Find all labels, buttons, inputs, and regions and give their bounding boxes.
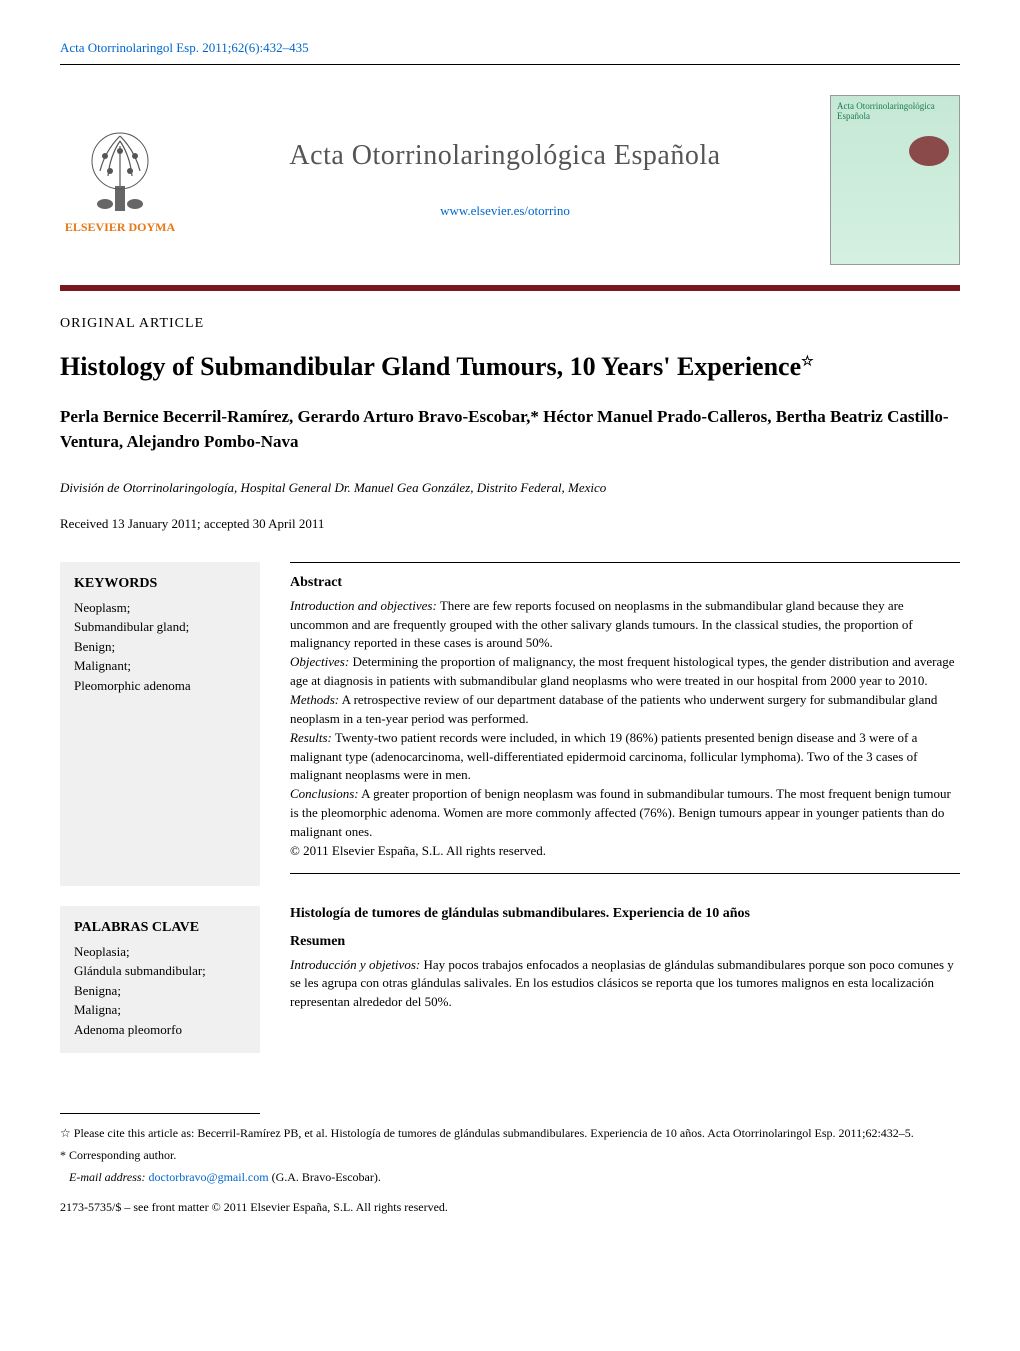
keywords-list-en: Neoplasm; Submandibular gland; Benign; M… xyxy=(74,598,246,696)
keywords-box-en: KEYWORDS Neoplasm; Submandibular gland; … xyxy=(60,562,260,886)
affiliation: División de Otorrinolaringología, Hospit… xyxy=(60,480,960,496)
abstract-content-en: Abstract Introduction and objectives: Th… xyxy=(290,562,960,886)
journal-title: Acta Otorrinolaringológica Española xyxy=(180,140,830,172)
results-text: Twenty-two patient records were included… xyxy=(290,730,917,783)
abstract-body-en: Introduction and objectives: There are f… xyxy=(290,597,960,861)
cover-title-text: Acta Otorrinolaringológica Española xyxy=(837,102,953,122)
journal-url[interactable]: www.elsevier.es/otorrino xyxy=(440,203,570,218)
publisher-name: ELSEVIER DOYMA xyxy=(65,220,175,234)
abstract-content-es: Histología de tumores de glándulas subma… xyxy=(290,906,960,1054)
journal-title-block: Acta Otorrinolaringológica Española www.… xyxy=(180,140,830,220)
article-type: ORIGINAL ARTICLE xyxy=(60,316,960,332)
methods-text: A retrospective review of our department… xyxy=(290,692,937,726)
objectives-label: Objectives: xyxy=(290,654,349,669)
article-title: Histology of Submandibular Gland Tumours… xyxy=(60,350,960,384)
intro-label-es: Introducción y objetivos: xyxy=(290,957,420,972)
footnote-email: E-mail address: doctorbravo@gmail.com (G… xyxy=(60,1168,960,1186)
abstract-section-en: KEYWORDS Neoplasm; Submandibular gland; … xyxy=(60,562,960,886)
footnote-cite: ☆ Please cite this article as: Becerril-… xyxy=(60,1124,960,1142)
intro-label: Introduction and objectives: xyxy=(290,598,437,613)
abstract-heading-en: Abstract xyxy=(290,575,960,591)
keywords-heading-en: KEYWORDS xyxy=(74,576,246,592)
keywords-heading-es: PALABRAS CLAVE xyxy=(74,920,246,936)
elsevier-tree-icon xyxy=(80,126,160,216)
authors-list: Perla Bernice Becerril-Ramírez, Gerardo … xyxy=(60,404,960,455)
spanish-title: Histología de tumores de glándulas subma… xyxy=(290,906,960,922)
citation-header: Acta Otorrinolaringol Esp. 2011;62(6):43… xyxy=(60,40,960,56)
title-text: Histology of Submandibular Gland Tumours… xyxy=(60,352,801,381)
cite-text: Please cite this article as: Becerril-Ra… xyxy=(71,1126,914,1140)
keywords-box-es: PALABRAS CLAVE Neoplasia; Glándula subma… xyxy=(60,906,260,1054)
objectives-text: Determining the proportion of malignancy… xyxy=(290,654,955,688)
abstract-section-es: PALABRAS CLAVE Neoplasia; Glándula subma… xyxy=(60,906,960,1054)
journal-header: ELSEVIER DOYMA Acta Otorrinolaringológic… xyxy=(60,85,960,285)
footnote-rule xyxy=(60,1113,260,1114)
results-label: Results: xyxy=(290,730,332,745)
corresponding-text: Corresponding author. xyxy=(66,1148,176,1162)
methods-label: Methods: xyxy=(290,692,339,707)
thick-divider xyxy=(60,285,960,291)
article-dates: Received 13 January 2011; accepted 30 Ap… xyxy=(60,516,960,532)
keywords-list-es: Neoplasia; Glándula submandibular; Benig… xyxy=(74,942,246,1040)
cite-marker: ☆ xyxy=(60,1126,71,1140)
abstract-bottom-rule xyxy=(290,873,960,874)
publisher-logo: ELSEVIER DOYMA xyxy=(60,126,180,234)
copyright-en: © 2011 Elsevier España, S.L. All rights … xyxy=(290,843,546,858)
abstract-top-rule xyxy=(290,562,960,563)
top-rule xyxy=(60,64,960,65)
email-link[interactable]: doctorbravo@gmail.com xyxy=(149,1170,269,1184)
journal-cover-thumbnail: Acta Otorrinolaringológica Española xyxy=(830,95,960,265)
issn-line: 2173-5735/$ – see front matter © 2011 El… xyxy=(60,1200,960,1215)
email-author: (G.A. Bravo-Escobar). xyxy=(269,1170,381,1184)
abstract-heading-es: Resumen xyxy=(290,934,960,950)
title-footnote-marker: ☆ xyxy=(801,354,814,369)
conclusions-text: A greater proportion of benign neoplasm … xyxy=(290,786,951,839)
email-label: E-mail address: xyxy=(69,1170,149,1184)
conclusions-label: Conclusions: xyxy=(290,786,359,801)
cover-image-icon xyxy=(909,136,949,166)
footnote-corresponding: * Corresponding author. xyxy=(60,1146,960,1164)
abstract-body-es: Introducción y objetivos: Hay pocos trab… xyxy=(290,956,960,1013)
